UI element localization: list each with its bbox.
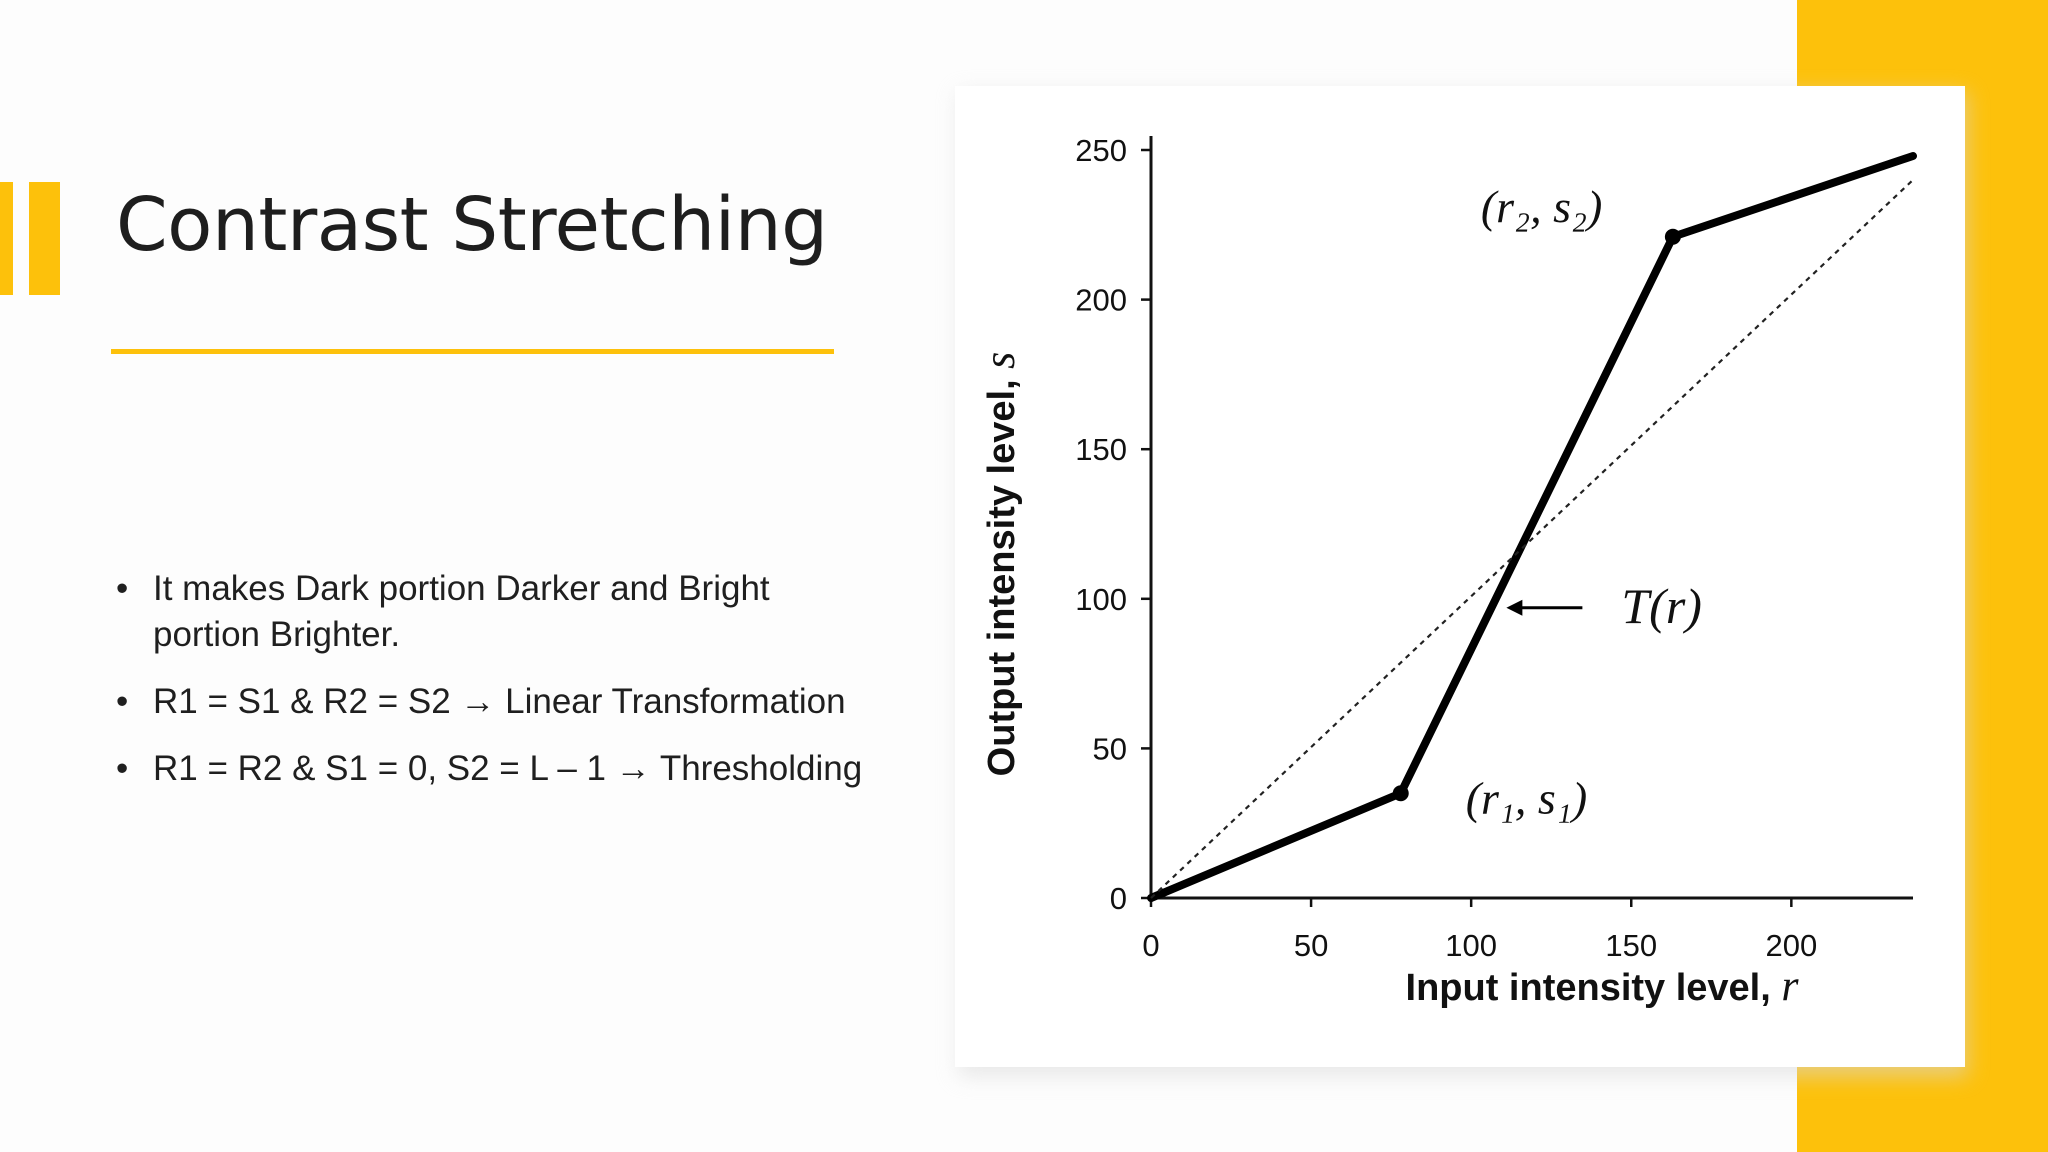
annotation-label: T(r) bbox=[1621, 578, 1702, 634]
x-axis-title: Input intensity level, r bbox=[1406, 961, 1800, 1010]
transform-curve-line bbox=[1147, 151, 1917, 902]
bullet-dot: • bbox=[116, 749, 129, 788]
y-tick-label: 150 bbox=[1075, 432, 1127, 467]
contrast-stretching-chart: 0 50 100 150 200 0 50 100 150 200 250 (r₁, s₁) (r₂,… bbox=[975, 133, 1917, 1010]
x-axis-title-text: Input intensity level, bbox=[1406, 967, 1782, 1009]
x-axis-title-var: r bbox=[1781, 961, 1799, 1010]
y-axis-title: Output intensity level, s bbox=[975, 352, 1024, 777]
y-axis-title-var: s bbox=[975, 352, 1024, 369]
x-tick-label: 0 bbox=[1142, 928, 1159, 963]
bullet-dot: • bbox=[116, 682, 129, 721]
chart-ticks: 0 50 100 150 200 0 50 100 150 200 250 bbox=[1075, 133, 1817, 963]
slide-title: Contrast Stretching bbox=[116, 182, 828, 268]
y-tick-label: 100 bbox=[1075, 582, 1127, 617]
identity-dashed-line bbox=[1150, 179, 1914, 899]
left-accent-bar bbox=[0, 182, 13, 295]
y-tick-label: 200 bbox=[1075, 283, 1127, 318]
y-tick-label: 0 bbox=[1110, 881, 1127, 916]
x-tick-label: 150 bbox=[1605, 928, 1657, 963]
chart-series bbox=[1147, 151, 1917, 902]
left-accent-bar-wide bbox=[29, 182, 60, 295]
bullet-item: • It makes Dark portion Darker and Bright… bbox=[110, 566, 870, 658]
title-underline bbox=[111, 349, 834, 354]
bullet-dot: • bbox=[116, 569, 129, 608]
x-tick-label: 200 bbox=[1765, 928, 1817, 963]
chart-axes bbox=[1149, 136, 1913, 902]
annotation-arrow-head bbox=[1506, 599, 1523, 616]
control-point-label: (r₂, s₂) bbox=[1481, 181, 1602, 232]
y-tick-label: 250 bbox=[1075, 133, 1127, 168]
control-point-marker bbox=[1392, 785, 1409, 802]
bullet-list: • It makes Dark portion Darker and Bright… bbox=[110, 566, 870, 813]
control-point-label: (r₁, s₁) bbox=[1466, 772, 1587, 823]
x-tick-label: 100 bbox=[1445, 928, 1497, 963]
bullet-text: R1 = S1 & R2 = S2 → Linear Transformatio… bbox=[153, 682, 846, 721]
x-tick-label: 50 bbox=[1294, 928, 1328, 963]
bullet-text: It makes Dark portion Darker and Bright … bbox=[153, 569, 770, 654]
control-point-marker bbox=[1664, 228, 1681, 245]
chart-labels: (r₁, s₁) (r₂, s₂) T(r) Input intensity leve… bbox=[975, 181, 1799, 1010]
bullet-item: • R1 = S1 & R2 = S2 → Linear Transformati… bbox=[110, 679, 870, 725]
y-axis-title-text: Output intensity level, bbox=[981, 369, 1023, 777]
bullet-text: R1 = R2 & S1 = 0, S2 = L – 1 → Threshold… bbox=[153, 749, 863, 788]
chart-figure: 0 50 100 150 200 0 50 100 150 200 250 (r₁, s₁) (r₂,… bbox=[955, 86, 1965, 1067]
bullet-item: • R1 = R2 & S1 = 0, S2 = L – 1 → Threshol… bbox=[110, 746, 870, 792]
y-tick-label: 50 bbox=[1093, 731, 1127, 766]
